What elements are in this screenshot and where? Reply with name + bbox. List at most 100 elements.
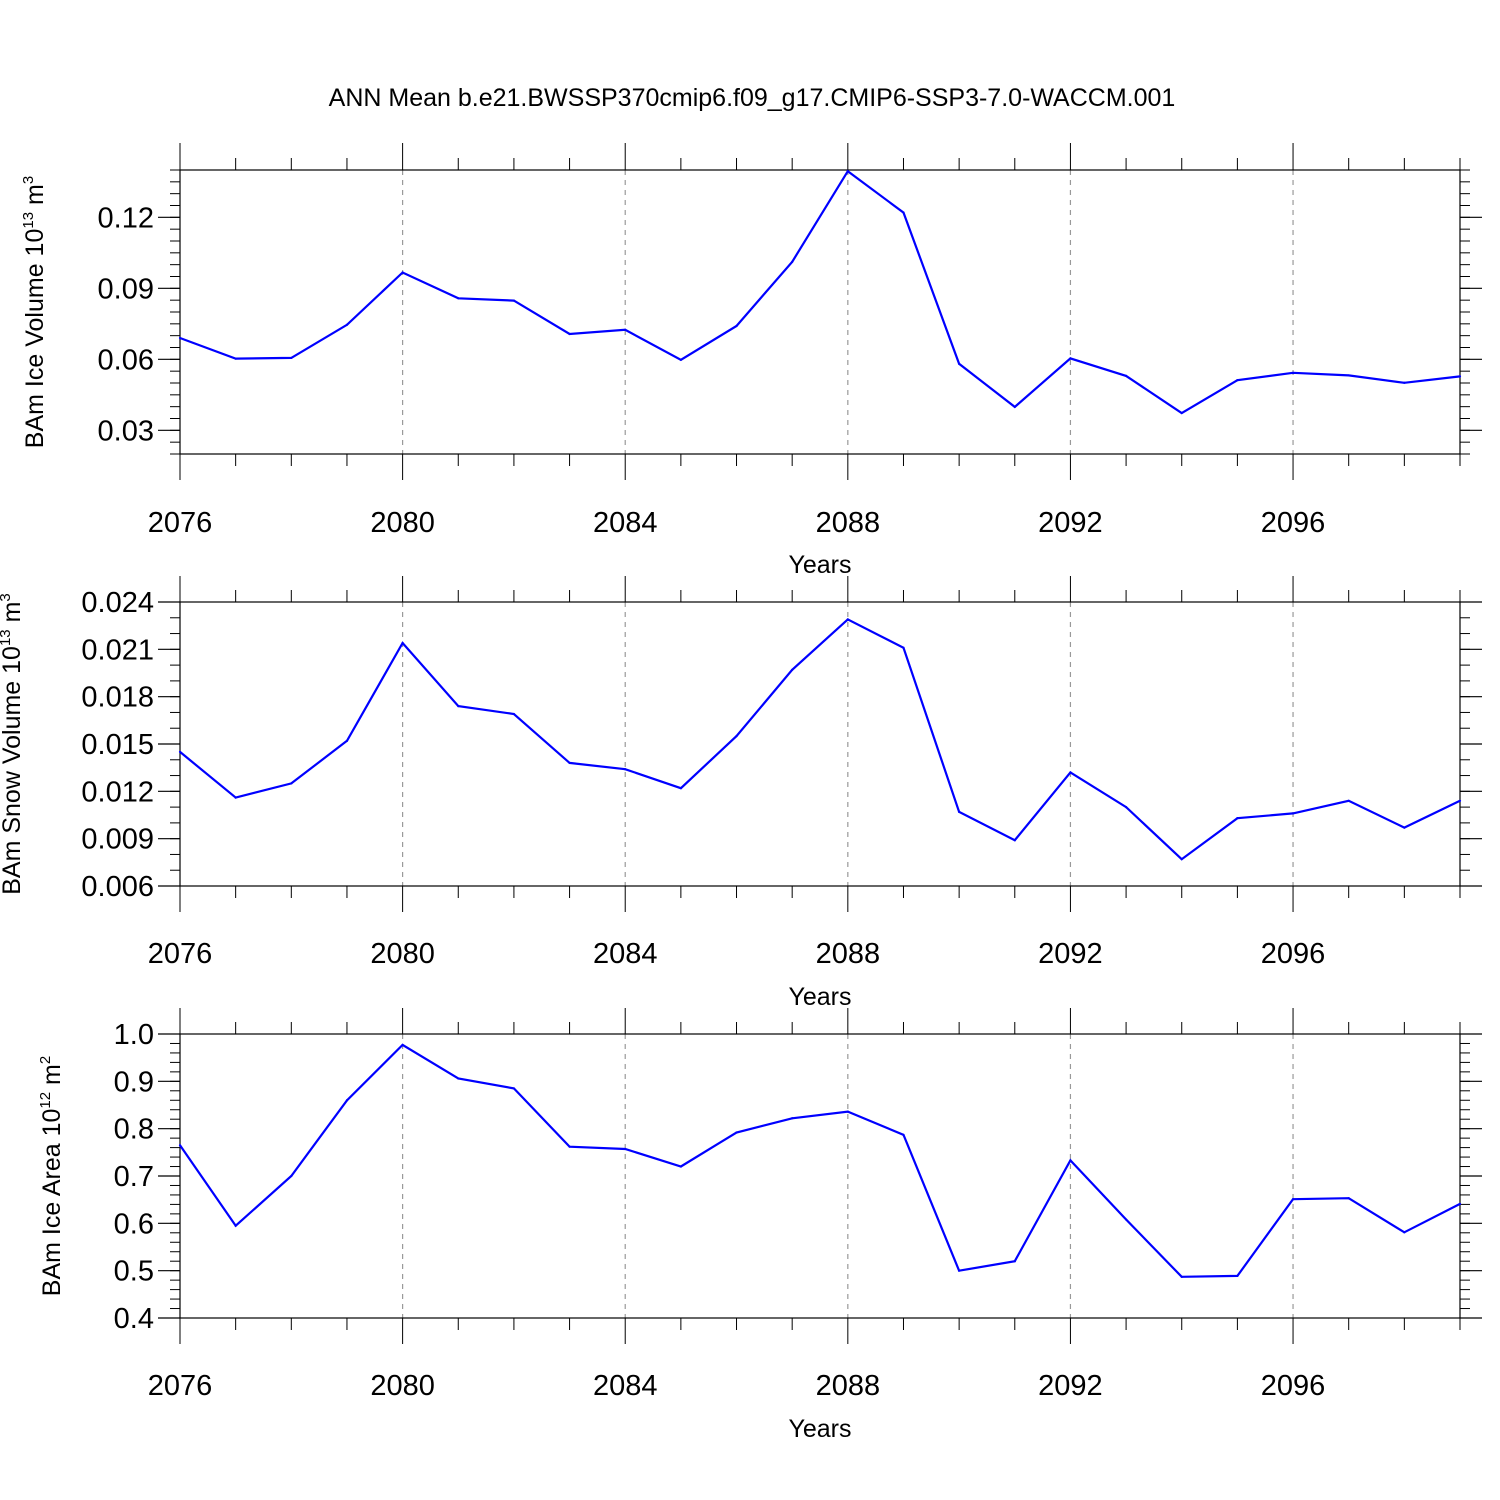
data-point (1013, 839, 1016, 842)
chart-title: ANN Mean b.e21.BWSSP370cmip6.f09_g17.CMI… (329, 84, 1176, 112)
x-tick-label: 2096 (1261, 507, 1326, 539)
data-point (958, 810, 961, 813)
y-tick-label: 0.03 (98, 415, 154, 447)
data-point (1291, 1198, 1295, 1201)
data-point (1236, 817, 1239, 820)
data-point (1236, 1274, 1239, 1277)
data-point (401, 641, 404, 645)
y-tick-label: 0.12 (98, 202, 154, 234)
y-axis-title: BAm Ice Volume 1013 m3 (20, 176, 49, 448)
data-point (290, 782, 293, 785)
data-point (679, 358, 682, 361)
data-point (791, 1117, 794, 1120)
y-tick-label: 0.06 (98, 344, 154, 376)
x-tick-label: 2092 (1038, 507, 1103, 539)
data-point (958, 362, 961, 365)
data-point (846, 170, 849, 173)
x-tick-label: 2080 (370, 938, 435, 970)
y-tick-label: 0.024 (81, 587, 154, 619)
data-point (1236, 379, 1239, 382)
data-point (679, 787, 682, 790)
data-point (1069, 771, 1072, 774)
data-point (345, 323, 349, 326)
x-tick-label: 2092 (1038, 1370, 1103, 1402)
data-point (902, 211, 905, 214)
y-tick-label: 0.018 (81, 682, 154, 714)
data-point (512, 1087, 516, 1090)
x-tick-label: 2088 (816, 507, 881, 539)
y-tick-label: 0.8 (114, 1114, 154, 1146)
x-axis-title: Years (788, 983, 851, 1011)
y-tick-label: 0.015 (81, 729, 154, 761)
data-point (234, 357, 237, 360)
x-axis-title: Years (788, 551, 851, 579)
series-line (179, 169, 1461, 415)
data-point (1291, 812, 1295, 815)
data-point (735, 1131, 738, 1134)
data-point (234, 1224, 237, 1227)
y-tick-label: 0.012 (81, 776, 154, 808)
data-point (1069, 357, 1072, 360)
data-point (1403, 1231, 1406, 1234)
x-tick-label: 2076 (148, 507, 213, 539)
data-point (568, 332, 571, 336)
data-point (1458, 799, 1462, 802)
y-tick-label: 1.0 (114, 1019, 154, 1051)
data-point (234, 796, 237, 799)
data-point (1180, 858, 1183, 861)
x-tick-label: 2084 (593, 938, 658, 970)
data-point (735, 735, 738, 738)
data-point (1347, 1197, 1350, 1200)
series-line (179, 618, 1461, 861)
data-point (791, 668, 794, 671)
data-point (1180, 1275, 1183, 1278)
y-axis-title: BAm Ice Area 1012 m2 (37, 1056, 66, 1296)
x-tick-label: 2076 (148, 938, 213, 970)
data-point (1180, 411, 1183, 415)
y-tick-label: 0.4 (114, 1303, 154, 1335)
series-line (179, 1043, 1461, 1278)
data-point (1458, 1202, 1462, 1206)
x-tick-label: 2076 (148, 1370, 213, 1402)
data-point (290, 356, 293, 360)
data-point (345, 1099, 349, 1102)
data-point (958, 1269, 961, 1272)
y-tick-label: 0.09 (98, 273, 154, 305)
x-tick-label: 2088 (816, 938, 881, 970)
data-point (568, 761, 571, 765)
data-point (1124, 374, 1128, 377)
data-point (1013, 1260, 1016, 1263)
data-point (512, 712, 516, 716)
y-tick-label: 0.021 (81, 634, 154, 666)
data-point (1403, 381, 1406, 384)
y-tick-label: 0.009 (81, 824, 154, 856)
x-tick-label: 2080 (370, 507, 435, 539)
data-point (401, 1043, 404, 1046)
data-point (1347, 374, 1350, 377)
data-point (1124, 806, 1128, 809)
y-tick-label: 0.5 (114, 1256, 154, 1288)
data-point (345, 739, 349, 742)
y-tick-label: 0.9 (114, 1066, 154, 1098)
data-point (1124, 1218, 1128, 1221)
x-tick-label: 2084 (593, 507, 658, 539)
data-point (457, 1077, 460, 1080)
data-point (624, 328, 627, 331)
data-point (178, 750, 182, 753)
panel-3: 0.4 0.5 0.6 0.7 0.8 0.9 1.0 2076 2080 2084 2088 209… (37, 1008, 1482, 1443)
data-point (1403, 826, 1406, 829)
data-point (401, 271, 404, 274)
x-axis-title: Years (788, 1415, 851, 1443)
data-point (624, 768, 627, 771)
data-point (791, 260, 794, 263)
data-point (512, 299, 516, 302)
data-point (902, 646, 905, 649)
x-tick-label: 2080 (370, 1370, 435, 1402)
x-tick-label: 2096 (1261, 1370, 1326, 1402)
data-point (178, 1144, 182, 1147)
plot-frame (179, 169, 1461, 455)
data-point (846, 618, 849, 621)
data-point (679, 1165, 682, 1168)
y-tick-label: 0.6 (114, 1208, 154, 1240)
